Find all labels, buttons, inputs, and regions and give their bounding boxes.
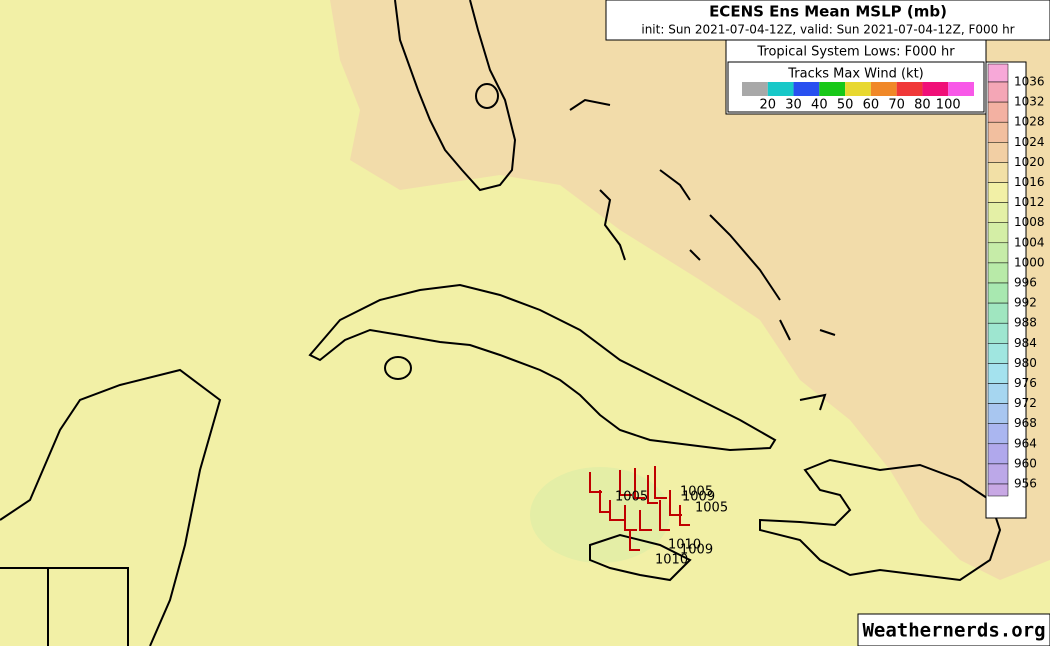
subtitle: init: Sun 2021-07-04-12Z, valid: Sun 202… xyxy=(641,23,1014,37)
wind-swatch xyxy=(819,82,846,96)
coastline-hispaniola xyxy=(759,458,1002,582)
colorbar-swatch xyxy=(987,443,1009,465)
colorbar-swatch xyxy=(987,282,1009,304)
colorbar-label: 1032 xyxy=(1014,95,1045,109)
coastline-island xyxy=(384,356,412,380)
colorbar: 1036 1032 1028 1024 1020 1016 1012 1008 1004 1000… xyxy=(987,63,1045,497)
colorbar-swatch xyxy=(987,222,1009,244)
low-label: 1010 xyxy=(668,538,701,553)
low-label: 1009 xyxy=(680,543,713,558)
title: ECENS Ens Mean MSLP (mb) xyxy=(709,3,947,21)
coastline-florida xyxy=(394,0,517,192)
colorbar-swatch xyxy=(987,162,1009,183)
wind-swatch xyxy=(922,82,949,96)
low-label: 1005 xyxy=(695,501,728,516)
colorbar-label: 1036 xyxy=(1014,75,1045,89)
wind-label: 70 xyxy=(888,98,905,113)
colorbar-swatch xyxy=(987,101,1009,123)
storm-tracks xyxy=(589,466,690,551)
colorbar-swatch xyxy=(987,81,1009,103)
wind-title: Tracks Max Wind (kt) xyxy=(787,67,924,82)
wind-label: 60 xyxy=(863,98,880,113)
colorbar-label: 976 xyxy=(1014,376,1037,390)
colorbar-swatch xyxy=(987,483,1009,497)
colorbar-swatch xyxy=(987,121,1009,143)
border xyxy=(0,567,129,646)
colorbar-label: 996 xyxy=(1014,276,1037,290)
wind-swatch xyxy=(896,82,923,96)
coastline-jamaica xyxy=(589,533,692,582)
watermark: Weathernerds.org xyxy=(862,620,1045,642)
colorbar-swatch xyxy=(987,343,1009,364)
wind-label: 20 xyxy=(760,98,777,113)
colorbar-swatch xyxy=(987,202,1009,223)
wind-label: 100 xyxy=(936,98,961,113)
lake xyxy=(475,83,499,109)
colorbar-swatch xyxy=(987,242,1009,264)
colorbar-swatch xyxy=(987,363,1009,384)
colorbar-swatch xyxy=(987,63,1009,83)
wind-label: 40 xyxy=(811,98,828,113)
wind-swatch xyxy=(767,82,794,96)
colorbar-swatch xyxy=(987,463,1009,485)
colorbar-label: 960 xyxy=(1014,456,1037,470)
colorbar-label: 956 xyxy=(1014,477,1037,491)
low-label: 1005 xyxy=(680,485,713,500)
low-label: 1009 xyxy=(682,490,715,505)
colorbar-label: 1000 xyxy=(1014,255,1045,269)
colorbar-swatch xyxy=(987,383,1009,404)
high-pressure-area xyxy=(330,0,1050,580)
header-box xyxy=(605,0,1050,41)
colorbar-swatch xyxy=(987,423,1009,445)
colorbar-label: 980 xyxy=(1014,356,1037,370)
colorbar-label: 992 xyxy=(1014,296,1037,310)
colorbar-label: 1020 xyxy=(1014,155,1045,169)
wind-label: 50 xyxy=(837,98,854,113)
colorbar-label: 972 xyxy=(1014,396,1037,410)
wind-swatch xyxy=(870,82,897,96)
wind-label: 80 xyxy=(914,98,931,113)
colorbar-swatch xyxy=(987,182,1009,203)
colorbar-label: 1016 xyxy=(1014,175,1045,189)
colorbar-label: 988 xyxy=(1014,316,1037,330)
colorbar-swatch xyxy=(987,403,1009,424)
colorbar-label: 984 xyxy=(1014,336,1037,350)
watermark-box xyxy=(857,613,1050,647)
colorbar-swatch xyxy=(987,302,1009,324)
colorbar-label: 964 xyxy=(1014,436,1037,450)
legend-title: Tropical System Lows: F000 hr xyxy=(756,45,955,60)
wind-swatch xyxy=(948,82,974,96)
wind-scale: 20 30 40 50 60 70 80 100 xyxy=(742,82,974,113)
colorbar-label: 1012 xyxy=(1014,195,1045,209)
colorbar-label: 968 xyxy=(1014,416,1037,430)
coastline-yucatan xyxy=(0,368,222,647)
low-label: 1010 xyxy=(655,553,688,568)
colorbar-swatch xyxy=(987,142,1009,163)
colorbar-swatch xyxy=(987,322,1009,344)
colorbar-label: 1028 xyxy=(1014,115,1045,129)
coastline-bahamas xyxy=(569,98,836,411)
colorbar-label: 1004 xyxy=(1014,235,1045,249)
colorbar-label: 1008 xyxy=(1014,215,1045,229)
colorbar-swatch xyxy=(987,262,1009,284)
colorbar-label: 1024 xyxy=(1014,135,1045,149)
wind-swatch xyxy=(742,82,768,96)
wind-swatch xyxy=(793,82,820,96)
wind-label: 30 xyxy=(785,98,802,113)
low-label: 1005 xyxy=(615,490,648,505)
wind-swatch xyxy=(845,82,871,96)
coastline-cuba xyxy=(308,283,777,452)
